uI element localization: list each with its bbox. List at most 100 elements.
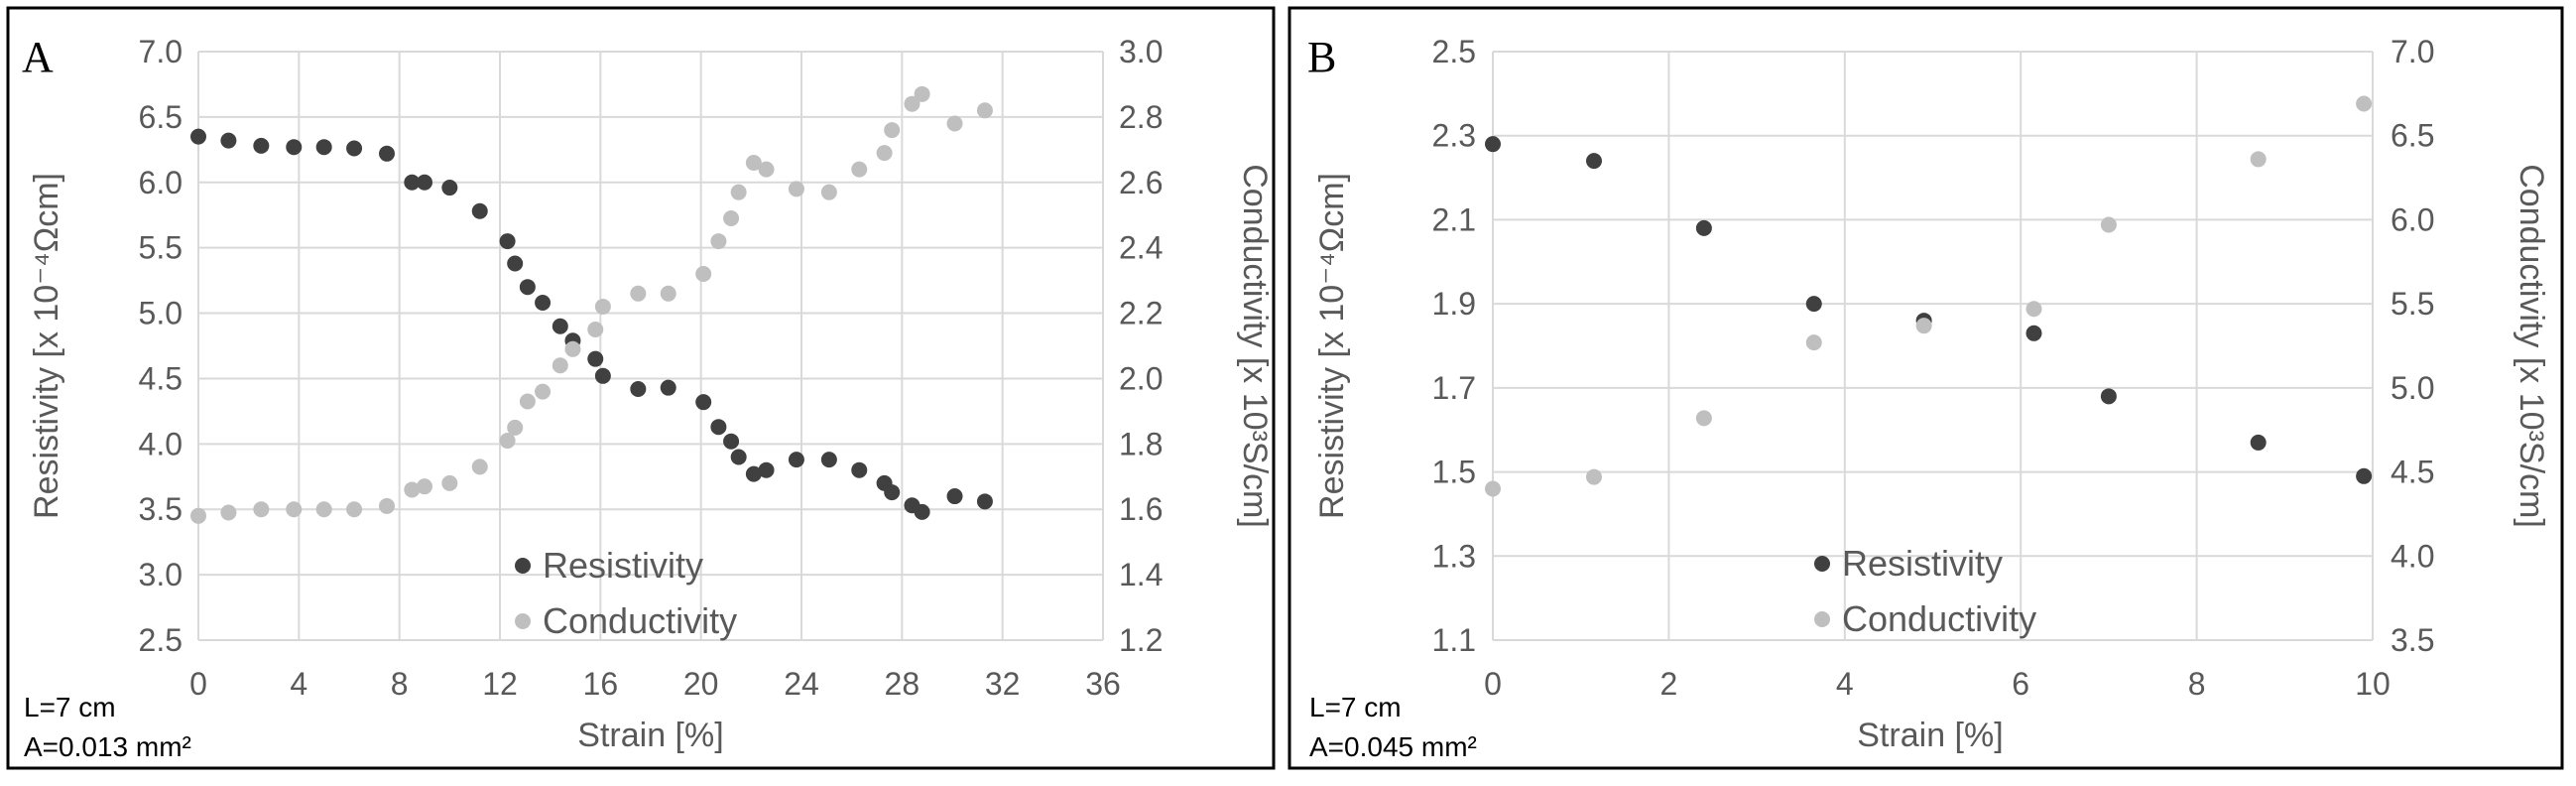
resistivity-point bbox=[594, 367, 611, 384]
conductivity-point bbox=[695, 266, 712, 283]
y-tick-label-left: 3.0 bbox=[139, 557, 183, 592]
conductivity-point bbox=[379, 497, 395, 514]
y-tick-label-right: 7.0 bbox=[2391, 34, 2434, 69]
resistivity-point bbox=[710, 419, 727, 436]
legend-marker-resistivity bbox=[1814, 556, 1830, 572]
x-axis-title: Strain [%] bbox=[1857, 717, 2003, 754]
conductivity-point bbox=[346, 501, 363, 518]
conductivity-point bbox=[820, 184, 837, 200]
y-tick-label-right: 1.4 bbox=[1119, 557, 1163, 592]
resistivity-point bbox=[519, 279, 536, 296]
x-tick-label: 36 bbox=[1085, 666, 1121, 702]
x-tick-label: 6 bbox=[2012, 666, 2029, 702]
resistivity-point bbox=[730, 449, 747, 465]
conductivity-point bbox=[2356, 95, 2373, 112]
resistivity-point bbox=[1805, 296, 1822, 313]
legend-label-conductivity: Conductivity bbox=[543, 600, 737, 641]
y-tick-label-left: 3.5 bbox=[139, 491, 183, 527]
conductivity-point bbox=[2100, 216, 2117, 233]
y-tick-label-left: 2.5 bbox=[139, 622, 183, 658]
y-tick-label-left: 2.1 bbox=[1432, 201, 1476, 237]
x-tick-label: 10 bbox=[2355, 666, 2391, 702]
length-note: L=7 cm bbox=[1309, 692, 1402, 722]
conductivity-point bbox=[190, 507, 206, 524]
resistivity-point bbox=[587, 350, 604, 367]
resistivity-point bbox=[788, 452, 804, 468]
panel-letter: A bbox=[22, 33, 54, 81]
resistivity-point bbox=[417, 174, 432, 191]
resistivity-point bbox=[379, 145, 395, 162]
resistivity-point bbox=[820, 452, 837, 468]
resistivity-point bbox=[220, 132, 237, 149]
resistivity-point bbox=[253, 137, 270, 154]
resistivity-point bbox=[976, 493, 993, 510]
x-tick-label: 4 bbox=[1836, 666, 1854, 702]
resistivity-point bbox=[552, 318, 568, 334]
conductivity-point bbox=[404, 481, 421, 498]
x-tick-label: 8 bbox=[391, 666, 409, 702]
area-note: A=0.045 mm² bbox=[1309, 731, 1477, 762]
conductivity-point bbox=[417, 478, 432, 495]
resistivity-point bbox=[884, 484, 901, 501]
conductivity-point bbox=[904, 95, 920, 112]
legend-marker-resistivity bbox=[515, 558, 531, 574]
y-axis-title-left: Resistivity [x 10⁻⁴Ωcm] bbox=[1313, 173, 1351, 519]
y-tick-label-left: 1.1 bbox=[1432, 622, 1476, 658]
y-tick-label-left: 5.5 bbox=[139, 230, 183, 266]
conductivity-point bbox=[660, 285, 676, 302]
conductivity-point bbox=[914, 85, 930, 102]
x-tick-label: 2 bbox=[1660, 666, 1678, 702]
x-tick-label: 32 bbox=[985, 666, 1021, 702]
resistivity-point bbox=[851, 461, 868, 478]
resistivity-point bbox=[1485, 136, 1501, 153]
resistivity-point bbox=[660, 379, 676, 396]
y-tick-label-right: 2.2 bbox=[1119, 296, 1163, 331]
y-tick-label-left: 1.9 bbox=[1432, 286, 1476, 322]
conductivity-point bbox=[286, 501, 303, 518]
conductivity-point bbox=[594, 298, 611, 315]
y-tick-label-right: 2.4 bbox=[1119, 230, 1163, 266]
conductivity-point bbox=[946, 115, 963, 132]
y-tick-label-right: 1.8 bbox=[1119, 426, 1163, 461]
y-tick-label-left: 1.3 bbox=[1432, 538, 1476, 574]
y-tick-label-left: 1.7 bbox=[1432, 370, 1476, 406]
x-tick-label: 24 bbox=[784, 666, 819, 702]
legend-marker-conductivity bbox=[515, 613, 531, 629]
panel-frame bbox=[1288, 6, 2564, 770]
resistivity-point bbox=[346, 140, 363, 157]
x-tick-label: 16 bbox=[583, 666, 619, 702]
y-tick-label-right: 1.2 bbox=[1119, 622, 1163, 658]
y-tick-label-right: 6.5 bbox=[2391, 118, 2434, 154]
area-note: A=0.013 mm² bbox=[24, 731, 191, 762]
conductivity-point bbox=[876, 145, 893, 162]
conductivity-point bbox=[519, 393, 536, 410]
y-tick-label-left: 1.5 bbox=[1432, 455, 1476, 490]
resistivity-point bbox=[2250, 434, 2267, 451]
y-axis-title-left: Resistivity [x 10⁻⁴Ωcm] bbox=[28, 173, 65, 519]
resistivity-point bbox=[946, 488, 963, 505]
chart-panel-a: 2.5 3.0 3.5 4.0 4.5 5.0 5.5 6.0 6.5 7.0 1.2 1.4 1.6 1… bbox=[0, 0, 1286, 786]
conductivity-point bbox=[1695, 410, 1712, 427]
resistivity-point bbox=[507, 255, 524, 272]
y-tick-label-right: 2.0 bbox=[1119, 360, 1163, 396]
y-tick-label-right: 5.5 bbox=[2391, 286, 2434, 322]
y-tick-label-right: 3.5 bbox=[2391, 622, 2434, 658]
y-tick-label-right: 2.8 bbox=[1119, 99, 1163, 135]
conductivity-point bbox=[1915, 318, 1932, 334]
legend-label-conductivity: Conductivity bbox=[1842, 598, 2036, 639]
resistivity-point bbox=[441, 180, 458, 196]
chart-a-svg: 2.5 3.0 3.5 4.0 4.5 5.0 5.5 6.0 6.5 7.0 1.2 1.4 1.6 1… bbox=[6, 6, 1276, 770]
legend-marker-conductivity bbox=[1814, 611, 1830, 627]
legend-label-resistivity: Resistivity bbox=[543, 545, 703, 586]
x-tick-label: 0 bbox=[1484, 666, 1502, 702]
conductivity-point bbox=[2250, 151, 2267, 168]
conductivity-point bbox=[630, 285, 647, 302]
y-axis-title-right: Conductivity [x 10³S/cm] bbox=[1236, 164, 1274, 528]
x-tick-label: 28 bbox=[885, 666, 920, 702]
conductivity-point bbox=[535, 383, 552, 400]
resistivity-point bbox=[723, 433, 740, 450]
resistivity-point bbox=[471, 202, 488, 219]
y-tick-label-left: 7.0 bbox=[139, 34, 183, 69]
conductivity-point bbox=[564, 340, 581, 357]
y-tick-label-right: 4.5 bbox=[2391, 455, 2434, 490]
